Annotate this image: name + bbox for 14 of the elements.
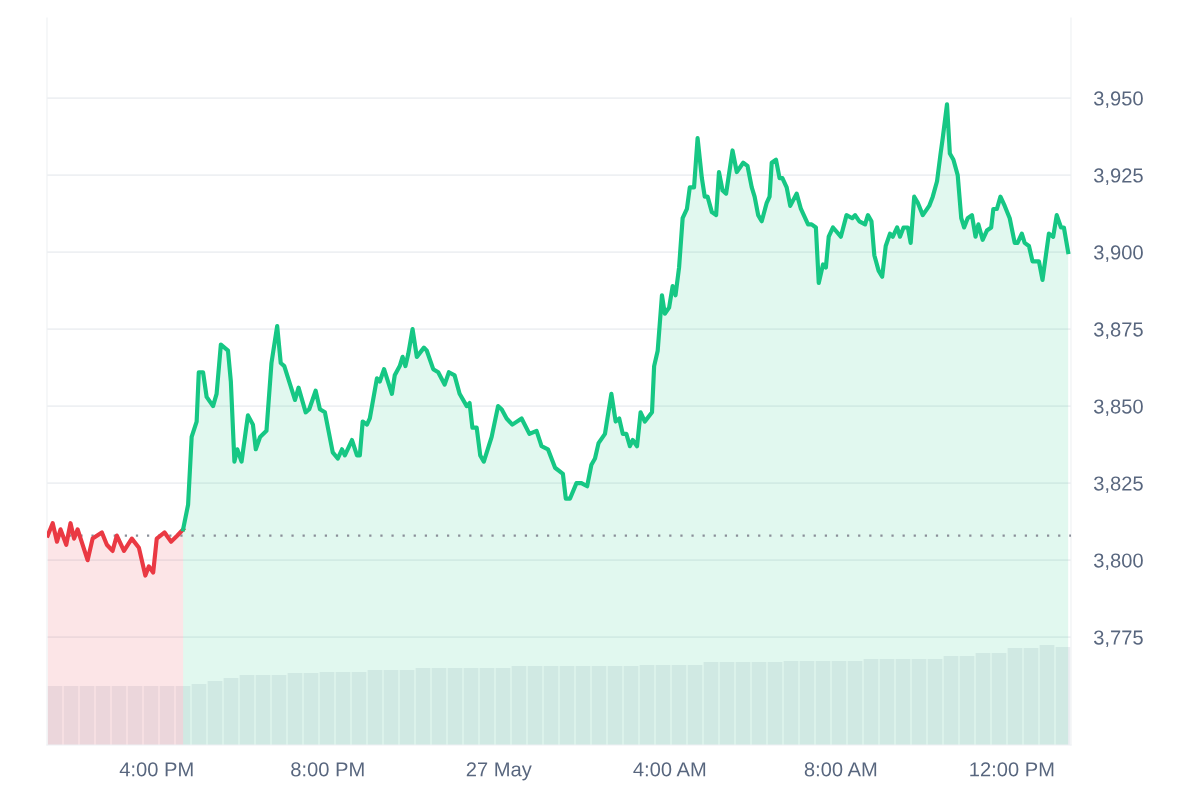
- x-tick-label: 8:00 PM: [291, 762, 364, 777]
- y-tick-label: 3,950: [1093, 91, 1143, 108]
- y-tick-label: 3,825: [1093, 476, 1143, 494]
- x-tick-label: 12:00 PM: [970, 762, 1054, 777]
- y-tick-label: 3,800: [1093, 553, 1143, 571]
- y-tick-label: 3,925: [1093, 168, 1143, 185]
- x-tick-label: 8:00 AM: [804, 762, 877, 777]
- y-tick-label: 3,875: [1093, 322, 1143, 340]
- x-tick-label: 4:00 PM: [119, 762, 193, 777]
- x-tick-label: 27 May: [466, 762, 532, 781]
- y-tick-label: 3,900: [1093, 245, 1143, 262]
- y-tick-label: 3,850: [1093, 399, 1143, 417]
- y-tick-label: 3,775: [1093, 630, 1143, 648]
- x-tick-label: 4:00 AM: [633, 762, 706, 777]
